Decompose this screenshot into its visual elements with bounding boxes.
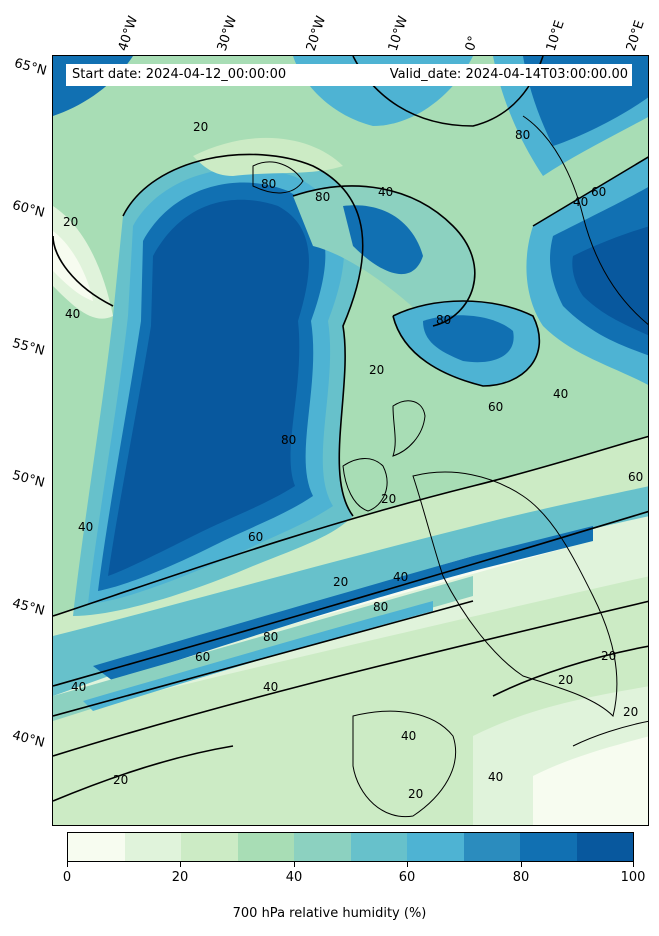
colorbar-tick-label: 40	[285, 870, 303, 885]
colorbar-tick	[633, 862, 634, 867]
contour-label: 20	[558, 673, 573, 687]
colorbar-tick	[67, 862, 68, 867]
lon-label-40w: 40°W	[115, 14, 142, 53]
contour-label: 40	[71, 680, 86, 694]
contour-label: 20	[623, 705, 638, 719]
contour-label: 40	[65, 307, 80, 321]
colorbar-segment	[181, 833, 238, 861]
contour-label: 60	[195, 650, 210, 664]
humidity-map: 20 20 40 80 80 40 80 20 80 20 60 40 40 6…	[52, 55, 649, 826]
contour-label: 80	[515, 128, 530, 142]
colorbar-tick-label: 0	[62, 870, 72, 885]
contour-label: 80	[281, 433, 296, 447]
contour-label: 60	[628, 470, 643, 484]
contour-label: 20	[333, 575, 348, 589]
colorbar-tick	[180, 862, 181, 867]
colorbar	[67, 832, 634, 862]
lon-label-30w: 30°W	[214, 14, 241, 53]
contour-label: 60	[488, 400, 503, 414]
lat-label-65n: 65°N	[12, 56, 49, 79]
colorbar-segment	[68, 833, 125, 861]
contour-label: 20	[63, 215, 78, 229]
contour-label: 20	[601, 649, 616, 663]
colorbar-tick-label: 80	[512, 870, 530, 885]
start-date: Start date: 2024-04-12_00:00:00	[72, 67, 287, 82]
colorbar-segment	[463, 833, 520, 861]
colorbar-tick	[407, 862, 408, 867]
colorbar-tick-label: 100	[620, 870, 646, 885]
lat-label-60n: 60°N	[10, 198, 47, 221]
contour-label: 20	[113, 773, 128, 787]
colorbar-segment	[124, 833, 181, 861]
lon-label-20e: 20°E	[623, 18, 648, 53]
contour-label: 20	[193, 120, 208, 134]
lon-label-10w: 10°W	[385, 14, 412, 53]
colorbar-tick	[521, 862, 522, 867]
colorbar-tick-label: 20	[171, 870, 189, 885]
contour-label: 20	[369, 363, 384, 377]
colorbar-tick	[294, 862, 295, 867]
colorbar-segment	[294, 833, 351, 861]
contour-label: 80	[315, 190, 330, 204]
contour-label: 40	[401, 729, 416, 743]
contour-label: 40	[488, 770, 503, 784]
lat-label-40n: 40°N	[10, 728, 47, 751]
colorbar-segment	[407, 833, 464, 861]
contour-label: 60	[248, 530, 263, 544]
contour-label: 40	[78, 520, 93, 534]
contour-label: 60	[591, 185, 606, 199]
contour-label: 40	[378, 185, 393, 199]
contour-label: 20	[408, 787, 423, 801]
date-info-box: Start date: 2024-04-12_00:00:00 Valid_da…	[66, 64, 632, 86]
colorbar-tick-label: 60	[398, 870, 416, 885]
colorbar-label: 700 hPa relative humidity (%)	[232, 906, 427, 921]
contour-label: 80	[263, 630, 278, 644]
lat-label-45n: 45°N	[10, 596, 47, 619]
lon-label-0: 0°	[462, 34, 482, 53]
contour-label: 40	[553, 387, 568, 401]
contour-label: 40	[573, 195, 588, 209]
lat-label-55n: 55°N	[10, 336, 47, 359]
contour-label: 40	[393, 570, 408, 584]
contour-label: 80	[436, 313, 451, 327]
contour-label: 40	[263, 680, 278, 694]
valid-date: Valid_date: 2024-04-14T03:00:00.00	[389, 67, 628, 82]
colorbar-segment	[350, 833, 407, 861]
colorbar-segment	[576, 833, 633, 861]
contour-label: 20	[381, 492, 396, 506]
contour-label: 80	[373, 600, 388, 614]
colorbar-segment	[520, 833, 577, 861]
lon-label-20w: 20°W	[303, 14, 330, 53]
contour-label: 80	[261, 177, 276, 191]
lon-label-10e: 10°E	[543, 18, 568, 53]
colorbar-segment	[237, 833, 294, 861]
lat-label-50n: 50°N	[10, 468, 47, 491]
